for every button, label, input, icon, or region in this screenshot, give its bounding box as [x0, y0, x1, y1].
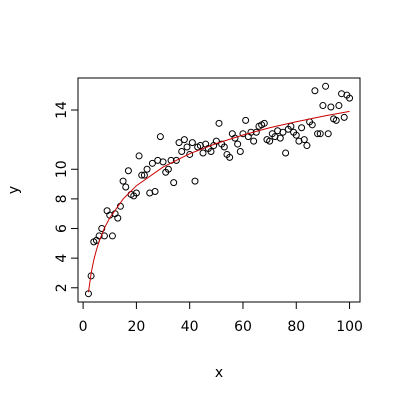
point: [148, 159, 156, 167]
point: [226, 153, 234, 161]
x-tick-label: 60: [234, 319, 252, 335]
plot-box: [77, 77, 361, 303]
point: [108, 232, 116, 240]
x-axis-title: x: [215, 365, 223, 381]
fit-line: [87, 110, 350, 293]
point: [138, 171, 146, 179]
x-tick-label: 20: [127, 319, 145, 335]
point: [143, 165, 151, 173]
point: [228, 130, 236, 138]
point: [311, 87, 319, 95]
point: [183, 143, 191, 151]
point: [132, 189, 140, 197]
point: [242, 116, 250, 124]
point: [164, 165, 172, 173]
point: [346, 94, 354, 102]
point: [135, 152, 143, 160]
x-tick-label: 0: [79, 319, 88, 335]
point: [124, 167, 132, 175]
point: [186, 150, 194, 158]
y-axis-title: y: [6, 186, 22, 194]
point: [140, 171, 148, 179]
point: [292, 131, 300, 139]
point: [175, 139, 183, 147]
x-tick-label: 100: [336, 319, 363, 335]
point: [119, 177, 127, 185]
point: [215, 119, 223, 127]
point: [159, 158, 167, 166]
point: [172, 156, 180, 164]
point: [212, 137, 220, 145]
x-tick-label: 40: [181, 319, 199, 335]
point: [332, 116, 340, 124]
point: [234, 140, 242, 148]
point: [279, 128, 287, 136]
point: [322, 82, 330, 90]
y-tick-label: 14: [54, 101, 70, 119]
point: [114, 214, 122, 222]
point: [220, 143, 228, 151]
point: [178, 147, 186, 155]
y-tick-label: 8: [54, 194, 70, 203]
point: [170, 179, 178, 187]
point: [324, 130, 332, 138]
point: [151, 187, 159, 195]
point: [314, 130, 322, 138]
point: [207, 147, 215, 155]
point: [319, 102, 327, 110]
point: [316, 130, 324, 138]
point: [335, 102, 343, 110]
point: [266, 137, 274, 145]
point: [327, 103, 335, 111]
point: [260, 119, 268, 127]
point: [308, 121, 316, 129]
point: [180, 136, 188, 144]
x-tick-label: 80: [287, 319, 305, 335]
point: [340, 113, 348, 121]
point: [236, 147, 244, 155]
point: [202, 140, 210, 148]
point: [303, 142, 311, 150]
point: [199, 149, 207, 157]
point: [95, 232, 103, 240]
point: [156, 133, 164, 141]
point: [103, 207, 111, 215]
point: [250, 137, 258, 145]
y-tick-label: 2: [54, 283, 70, 292]
point: [122, 183, 130, 191]
point: [188, 139, 196, 147]
point: [191, 177, 199, 185]
y-tick-label: 4: [54, 254, 70, 263]
point: [300, 136, 308, 144]
y-tick-label: 6: [54, 224, 70, 233]
point: [276, 134, 284, 142]
point: [298, 124, 306, 132]
y-tick-label: 10: [54, 160, 70, 178]
point: [282, 149, 290, 157]
